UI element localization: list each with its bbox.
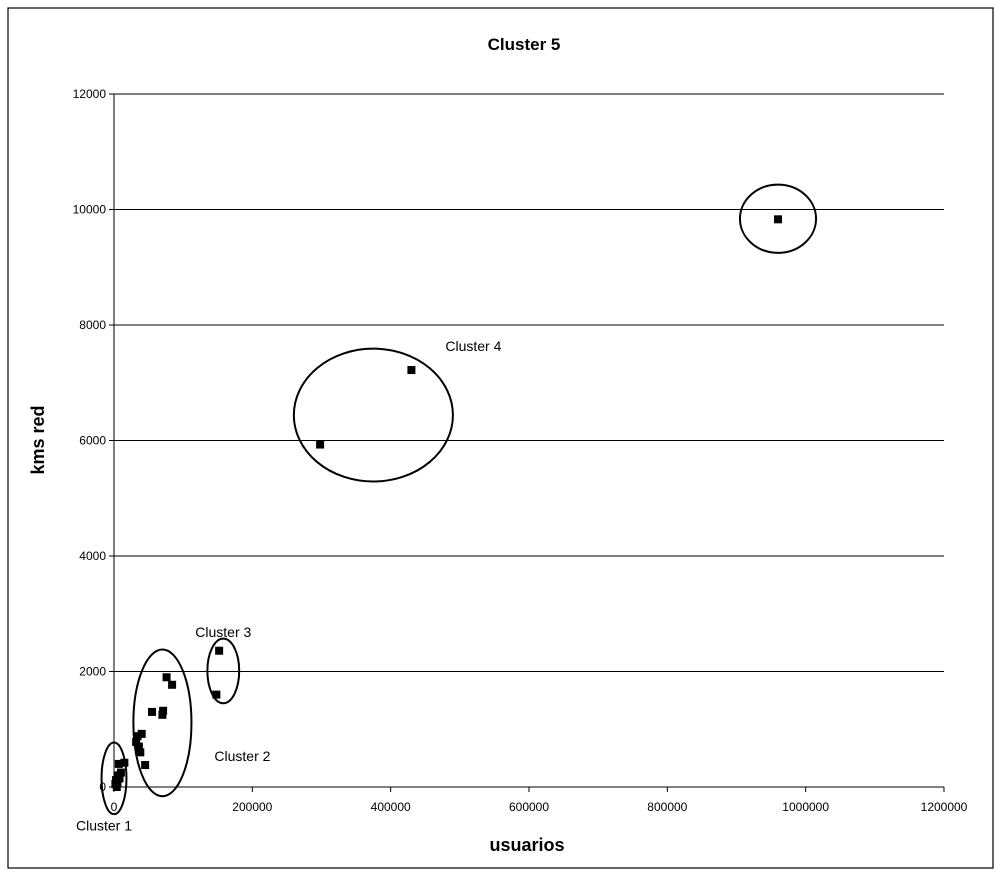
data-point (168, 680, 177, 689)
cluster-ellipses (100, 183, 818, 816)
data-point (407, 366, 416, 375)
data-point (215, 646, 224, 655)
cluster-label: Cluster 4 (445, 338, 501, 354)
data-point (148, 707, 157, 716)
cluster-ellipse (100, 741, 128, 816)
data-point (133, 732, 142, 741)
x-tick-labels: 0 200000 400000 600000 800000 1000000 1200000 (111, 800, 968, 814)
y-tick-label: 8000 (79, 318, 106, 332)
data-point (158, 710, 167, 719)
data-point (137, 729, 146, 738)
data-point (134, 742, 143, 751)
data-point (162, 673, 171, 682)
data-point (114, 759, 123, 768)
cluster-ellipse (738, 183, 818, 254)
cluster-label: Cluster 1 (76, 817, 132, 833)
cluster-label: Cluster 2 (214, 748, 270, 764)
y-tick-label: 2000 (79, 665, 106, 679)
x-axis-title: usuarios (489, 835, 564, 855)
x-tick-label: 200000 (232, 800, 272, 814)
cluster-labels: Cluster 1 Cluster 2 Cluster 3 Cluster 4 (76, 338, 502, 833)
y-tick-label: 12000 (73, 87, 107, 101)
y-tick-label: 6000 (79, 434, 106, 448)
x-tick-label: 600000 (509, 800, 549, 814)
chart-title: Cluster 5 (488, 35, 561, 54)
data-point (212, 690, 221, 699)
cluster-ellipse (206, 637, 241, 705)
data-point (774, 215, 782, 224)
data-point (115, 774, 124, 783)
data-point (136, 748, 145, 757)
y-tick-label: 4000 (79, 549, 106, 563)
x-tick-label: 1200000 (921, 800, 968, 814)
data-points (111, 215, 782, 791)
y-axis-title: kms red (28, 405, 48, 474)
data-point (316, 440, 325, 449)
chart-border (7, 7, 994, 869)
x-tick-label: 800000 (647, 800, 687, 814)
data-point (132, 737, 141, 746)
data-point (141, 761, 150, 770)
data-point (112, 783, 121, 791)
x-tick-label: 0 (111, 800, 118, 814)
data-point (113, 778, 122, 787)
data-point (116, 768, 125, 777)
gridlines (109, 93, 945, 792)
data-point (120, 758, 129, 767)
x-tick-label: 1000000 (782, 800, 829, 814)
cluster-ellipse (132, 648, 193, 798)
x-tick-label: 400000 (371, 800, 411, 814)
cluster-label: Cluster 3 (195, 624, 251, 640)
data-point (159, 706, 168, 715)
y-tick-label: 10000 (73, 203, 107, 217)
cluster-ellipse (292, 347, 454, 483)
